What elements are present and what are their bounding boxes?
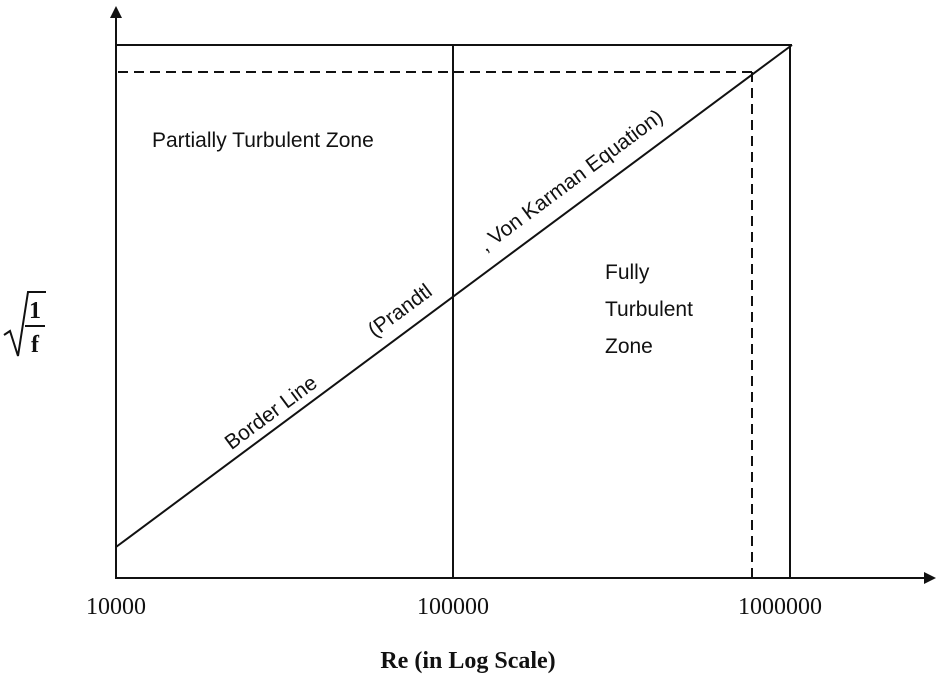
x-tick-label: 1000000 <box>738 594 822 620</box>
line-label: (Prandtl <box>364 280 437 342</box>
sqrt-sign <box>3 291 46 357</box>
zone-label: Turbulent <box>605 298 693 321</box>
y-label-denominator: f <box>31 332 40 358</box>
x-axis-label: Re (in Log Scale) <box>380 648 555 674</box>
x-tick-label: 100000 <box>417 594 489 620</box>
y-label-numerator: 1 <box>29 298 41 324</box>
line-label: , Von Karman Equation) <box>475 105 668 256</box>
zone-label: Fully <box>605 261 650 284</box>
border-line <box>115 44 793 548</box>
line-label: Border Line <box>221 371 322 454</box>
zone-label: Partially Turbulent Zone <box>152 129 374 152</box>
x-tick-label: 10000 <box>86 594 146 620</box>
zone-label: Zone <box>605 335 653 358</box>
y-axis-label: 1 f <box>3 291 46 358</box>
